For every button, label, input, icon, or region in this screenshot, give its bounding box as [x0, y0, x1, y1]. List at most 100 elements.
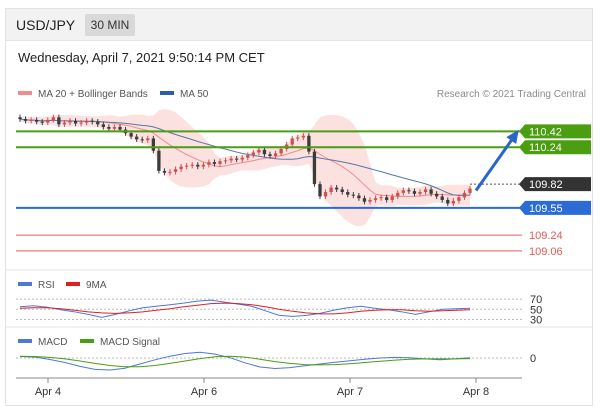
candle-body: [29, 119, 33, 121]
candle-body: [96, 121, 100, 125]
candle-body: [423, 189, 428, 193]
candle-body: [273, 153, 278, 156]
candle: [140, 136, 144, 143]
legend-swatch-macd: [18, 339, 32, 343]
candle-body: [340, 189, 344, 193]
candle: [290, 135, 294, 148]
candle-body: [362, 198, 367, 202]
candle-body: [323, 192, 328, 197]
candle-body: [290, 138, 294, 145]
legend-swatch-9ma: [66, 282, 80, 286]
candle-body: [279, 148, 283, 154]
legend-macd-signal: MACD Signal: [100, 337, 160, 348]
candle: [18, 114, 22, 122]
candle-body: [79, 122, 83, 124]
candle: [79, 119, 83, 127]
x-tick-label: Apr 8: [463, 386, 489, 398]
candle: [51, 114, 55, 123]
rsi-tick: 50: [530, 304, 542, 316]
candle: [101, 121, 105, 130]
candle-body: [335, 187, 339, 190]
candle: [185, 163, 189, 170]
candle-body: [18, 117, 22, 120]
candle-body: [468, 188, 472, 193]
candle-body: [435, 193, 439, 197]
candle: [312, 148, 317, 187]
candle: [335, 185, 339, 193]
level-tag: [519, 200, 591, 215]
candle-body: [140, 139, 144, 141]
candle: [90, 118, 94, 125]
candle-body: [73, 120, 78, 124]
candle: [173, 166, 178, 175]
candle: [468, 185, 472, 196]
candle: [196, 162, 200, 170]
candle: [446, 197, 450, 207]
candle-body: [257, 149, 261, 153]
candle-body: [107, 126, 111, 129]
candle-body: [35, 119, 39, 122]
candle-body: [46, 119, 50, 123]
candle-body: [346, 192, 350, 195]
legend-9ma: 9MA: [86, 280, 107, 291]
candle: [329, 185, 333, 195]
legend-ma20-bb: MA 20 + Bollinger Bands: [38, 89, 148, 100]
candle-body: [318, 184, 322, 197]
symbol-label: USD/JPY: [16, 17, 76, 33]
candle: [68, 118, 72, 126]
candle-body: [357, 195, 361, 199]
candle-body: [390, 196, 394, 200]
candle: [407, 187, 411, 194]
candle: [62, 119, 67, 127]
candle: [362, 195, 367, 205]
candle: [40, 119, 44, 126]
rsi-line: [19, 299, 471, 318]
candle: [257, 147, 261, 156]
rsi-tick: 30: [530, 314, 542, 326]
candle: [157, 148, 161, 174]
candle-body: [212, 162, 217, 164]
candle: [318, 181, 322, 200]
candle: [340, 186, 344, 195]
candle: [240, 155, 244, 163]
candle-body: [351, 194, 355, 196]
candle-body: [268, 154, 272, 156]
timeframe-button[interactable]: 30 MIN: [85, 14, 135, 36]
candle: [423, 186, 428, 195]
x-tick-label: Apr 4: [35, 386, 61, 398]
candle-body: [40, 121, 44, 123]
candle-body: [146, 138, 150, 141]
legend-swatch-ma50: [160, 91, 174, 95]
level-label: 109.06: [529, 246, 563, 258]
candle: [390, 193, 394, 203]
candle-body: [135, 136, 139, 140]
legend-swatch-bb: [18, 91, 32, 95]
candle-body: [440, 196, 444, 200]
level-tag: [519, 177, 591, 192]
candle: [162, 168, 167, 176]
candle: [151, 135, 155, 154]
candle: [135, 134, 139, 142]
candle-body: [90, 120, 94, 122]
candle: [462, 190, 467, 200]
candle-body: [223, 160, 228, 162]
candle-body: [312, 151, 317, 185]
level-label: 109.24: [529, 230, 563, 242]
candle-body: [218, 161, 222, 164]
candle-body: [151, 138, 155, 151]
candle-body: [240, 157, 244, 160]
candle-body: [246, 155, 250, 158]
candle-body: [429, 189, 433, 194]
candle-body: [446, 199, 450, 204]
level-tag: [519, 124, 591, 139]
legend-macd: MACD: [38, 337, 67, 348]
candle: [235, 155, 239, 163]
candle-body: [173, 169, 178, 172]
candle: [323, 189, 328, 200]
candle-body: [368, 199, 372, 202]
candle-body: [51, 117, 55, 120]
candle: [429, 186, 433, 197]
candle-body: [385, 197, 389, 200]
